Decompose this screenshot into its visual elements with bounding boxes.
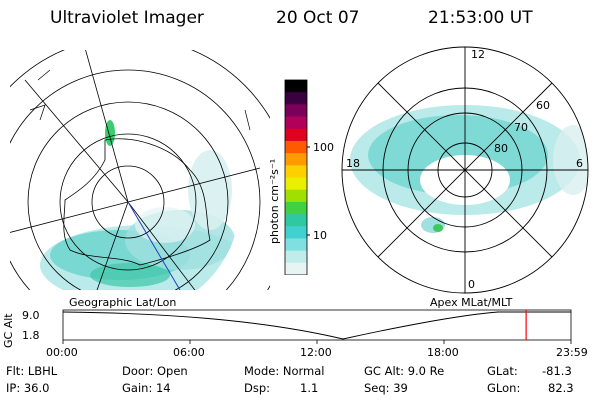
mlt-label-right: 6 [576, 157, 583, 170]
colorbar-tick-100: 100 [313, 141, 334, 154]
mlt-lines [342, 47, 588, 293]
mlat-label-70: 70 [514, 121, 528, 134]
colorbar-swatch [285, 165, 307, 178]
colorbar-swatch [285, 104, 307, 118]
colorbar-swatch [285, 250, 307, 264]
colorbar-swatch [285, 80, 307, 93]
left-map-label: Geographic Lat/Lon [69, 296, 177, 309]
altitude-xtick-0600: 06:00 [173, 346, 205, 359]
colorbar-swatch [285, 262, 307, 275]
mlt-label-left: 18 [346, 157, 360, 170]
colorbar-swatch [285, 238, 307, 252]
altitude-ylabel: GC Alt [2, 313, 15, 348]
instrument-title: Ultraviolet Imager [50, 8, 204, 28]
altitude-xtick-2359: 23:59 [556, 346, 588, 359]
altitude-xtick-0000: 00:00 [46, 346, 78, 359]
time-label: 21:53:00 UT [428, 8, 533, 28]
magnetic-polar-map [341, 46, 589, 294]
colorbar-swatch [285, 214, 307, 227]
seq-info: Seq: 39 [364, 381, 408, 395]
gain-info: Gain: 14 [122, 381, 171, 395]
date-label: 20 Oct 07 [276, 8, 360, 28]
glon-value: 82.3 [548, 381, 574, 395]
altitude-xtick-1800: 18:00 [427, 346, 459, 359]
auroral-oval [350, 105, 588, 233]
door-info: Door: Open [122, 364, 188, 378]
colorbar-swatch [285, 201, 307, 215]
filter-info: Flt: LBHL [6, 364, 58, 378]
right-map-label: Apex MLat/MLT [430, 296, 513, 309]
altitude-xtick-1200: 12:00 [300, 346, 332, 359]
colorbar-swatch [285, 189, 307, 203]
glon-label: GLon: [487, 381, 521, 395]
colorbar-tick-10: 10 [313, 229, 327, 242]
colorbar-swatch [285, 128, 307, 142]
latitude-circles [10, 50, 270, 290]
mlt-label-top: 12 [471, 48, 485, 61]
altitude-ytick-top: 9.0 [22, 309, 40, 322]
gc-alt-info: GC Alt: 9.0 Re [364, 364, 445, 378]
altitude-curve [62, 311, 571, 340]
colorbar-unit-label: photon cm⁻²s⁻¹ [268, 158, 281, 244]
antarctica-coastline [63, 138, 211, 266]
glat-value: -81.3 [542, 364, 572, 378]
dsp-label: Dsp: [244, 381, 271, 395]
mlat-label-60: 60 [536, 99, 550, 112]
dsp-value: 1.1 [300, 381, 319, 395]
mlat-label-80: 80 [494, 142, 508, 155]
colorbar-swatch [285, 177, 307, 191]
aurora-emission [40, 120, 240, 290]
colorbar [284, 79, 310, 275]
ip-info: IP: 36.0 [6, 381, 50, 395]
colorbar-swatch [285, 226, 307, 239]
colorbar-swatch [285, 153, 307, 166]
altitude-plot [62, 309, 572, 344]
colorbar-swatch [285, 116, 307, 130]
glat-label: GLat: [487, 364, 518, 378]
altitude-ytick-bottom: 1.8 [22, 329, 40, 342]
geographic-map [10, 50, 270, 290]
colorbar-swatch [285, 140, 307, 154]
meridian-lines [10, 50, 261, 290]
mlt-label-bottom: 0 [468, 278, 475, 291]
colorbar-swatch [285, 92, 307, 105]
mode-info: Mode: Normal [244, 364, 325, 378]
